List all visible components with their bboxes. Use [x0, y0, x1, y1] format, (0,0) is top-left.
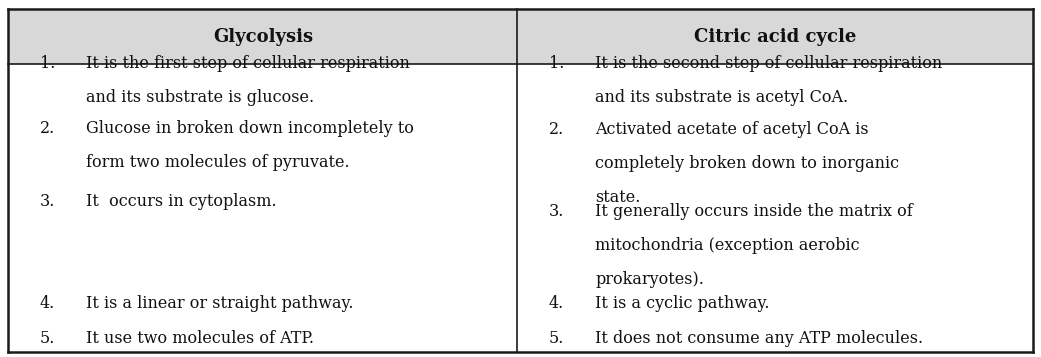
Text: 3.: 3. — [549, 203, 564, 221]
Text: 3.: 3. — [40, 193, 55, 210]
Text: mitochondria (exception aerobic: mitochondria (exception aerobic — [595, 237, 860, 255]
Text: Glucose in broken down incompletely to: Glucose in broken down incompletely to — [86, 120, 414, 137]
Text: Activated acetate of acetyl CoA is: Activated acetate of acetyl CoA is — [595, 121, 869, 139]
Text: It generally occurs inside the matrix of: It generally occurs inside the matrix of — [595, 203, 913, 221]
Text: completely broken down to inorganic: completely broken down to inorganic — [595, 155, 899, 172]
Text: 4.: 4. — [549, 295, 564, 312]
Text: It is a cyclic pathway.: It is a cyclic pathway. — [595, 295, 770, 312]
Text: Citric acid cycle: Citric acid cycle — [694, 27, 856, 46]
Text: and its substrate is glucose.: and its substrate is glucose. — [86, 89, 314, 106]
Text: 5.: 5. — [40, 330, 55, 347]
Text: prokaryotes).: prokaryotes). — [595, 271, 705, 288]
Text: It does not consume any ATP molecules.: It does not consume any ATP molecules. — [595, 330, 923, 347]
Text: It is the first step of cellular respiration: It is the first step of cellular respira… — [86, 55, 410, 72]
Text: 4.: 4. — [40, 295, 55, 312]
Bar — [517, 9, 1033, 64]
Text: state.: state. — [595, 189, 641, 206]
Text: 2.: 2. — [549, 121, 564, 139]
Bar — [8, 9, 517, 64]
Text: Glycolysis: Glycolysis — [212, 27, 313, 46]
Text: It  occurs in cytoplasm.: It occurs in cytoplasm. — [86, 193, 277, 210]
Text: 1.: 1. — [549, 55, 564, 72]
Text: It is the second step of cellular respiration: It is the second step of cellular respir… — [595, 55, 943, 72]
Text: It use two molecules of ATP.: It use two molecules of ATP. — [86, 330, 314, 347]
Text: form two molecules of pyruvate.: form two molecules of pyruvate. — [86, 154, 350, 171]
Text: 2.: 2. — [40, 120, 55, 137]
Bar — [8, 64, 1033, 352]
Text: It is a linear or straight pathway.: It is a linear or straight pathway. — [86, 295, 354, 312]
Text: and its substrate is acetyl CoA.: and its substrate is acetyl CoA. — [595, 89, 848, 106]
Text: 5.: 5. — [549, 330, 564, 347]
Text: 1.: 1. — [40, 55, 55, 72]
